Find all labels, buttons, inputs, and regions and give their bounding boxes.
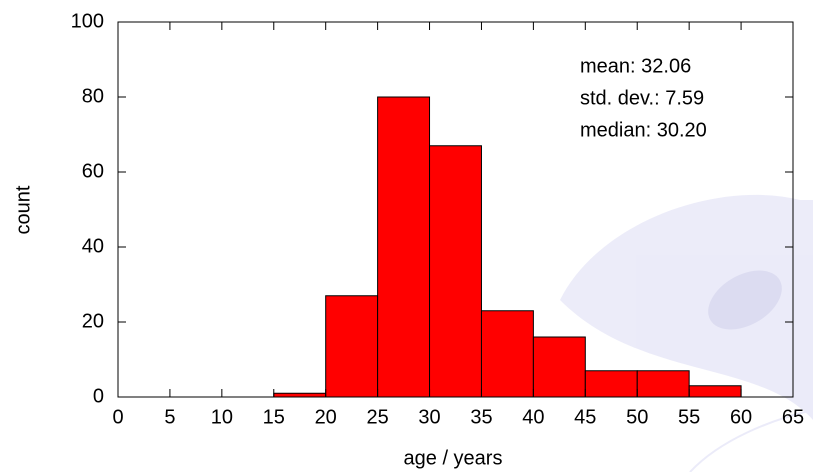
x-tick-label: 0 — [112, 406, 123, 428]
x-tick-label: 20 — [315, 406, 337, 428]
x-tick-label: 35 — [470, 406, 492, 428]
bar — [273, 392, 327, 398]
annotation: mean: 32.06 — [580, 55, 691, 77]
annotation: median: 30.20 — [580, 119, 707, 141]
x-tick-label: 5 — [164, 406, 175, 428]
x-tick-label: 30 — [418, 406, 440, 428]
y-tick-label: 100 — [71, 10, 104, 32]
y-tick-label: 40 — [82, 235, 104, 257]
x-tick-label: 10 — [211, 406, 233, 428]
y-tick-label: 60 — [82, 160, 104, 182]
y-axis-label: count — [12, 185, 34, 234]
bar — [429, 145, 482, 398]
plot-frame — [117, 21, 794, 398]
x-tick-label: 45 — [574, 406, 596, 428]
bar — [480, 310, 534, 398]
annotation: std. dev.: 7.59 — [580, 87, 704, 109]
x-tick-label: 50 — [626, 406, 648, 428]
x-tick-label: 65 — [782, 406, 804, 428]
y-tick-label: 80 — [82, 85, 104, 107]
bar — [636, 370, 690, 398]
y-tick-label: 0 — [93, 385, 104, 407]
y-tick-label: 20 — [82, 310, 104, 332]
x-axis-label: age / years — [404, 447, 503, 469]
bar — [377, 96, 431, 398]
bar — [532, 336, 586, 398]
bar — [584, 370, 638, 398]
x-tick-label: 55 — [678, 406, 700, 428]
bar — [325, 295, 379, 398]
x-tick-label: 40 — [522, 406, 544, 428]
x-tick-label: 25 — [366, 406, 388, 428]
x-tick-label: 60 — [730, 406, 752, 428]
x-tick-label: 15 — [263, 406, 285, 428]
background-decoration — [560, 194, 813, 472]
bar — [688, 385, 742, 398]
